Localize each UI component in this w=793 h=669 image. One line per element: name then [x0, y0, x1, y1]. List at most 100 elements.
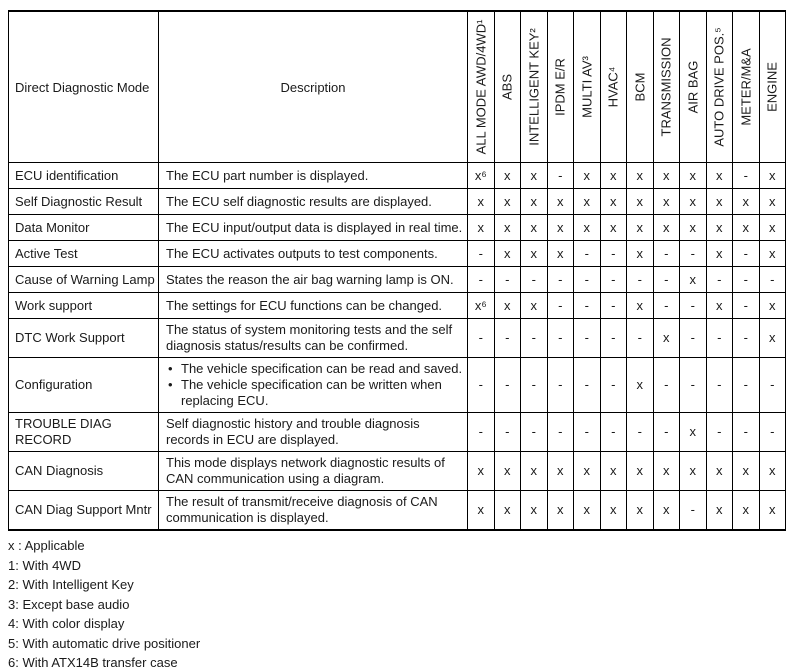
applicability-cell: x — [732, 490, 760, 531]
column-header-label: BCM — [632, 72, 648, 102]
applicability-cell: - — [573, 412, 601, 452]
description-text: The ECU self diagnostic results are disp… — [166, 193, 432, 209]
applicability-cell: x⁶ — [467, 292, 495, 319]
applicability-cell: x — [573, 162, 601, 189]
footnote: 1: With 4WD — [8, 557, 81, 573]
applicability-cell: x — [732, 214, 760, 241]
applicability-cell: - — [732, 240, 760, 267]
mode-cell: Cause of Warning Lamp — [8, 266, 159, 293]
column-header-engine: ENGINE — [758, 10, 786, 163]
applicability-cell: x — [705, 451, 733, 491]
applicability-cell: - — [546, 318, 574, 358]
column-header-direct-diagnostic-mode: Direct Diagnostic Mode — [8, 10, 159, 163]
applicability-cell: x — [467, 188, 495, 215]
description-cell: States the reason the air bag warning la… — [158, 266, 468, 293]
applicability-cell: - — [732, 162, 760, 189]
applicability-cell: - — [493, 266, 521, 293]
applicability-cell: x — [705, 162, 733, 189]
applicability-cell: - — [599, 292, 627, 319]
column-header-meter-m-a: METER/M&A — [732, 10, 760, 163]
applicability-cell: x — [626, 214, 654, 241]
applicability-cell: x — [546, 490, 574, 531]
applicability-cell: x — [599, 490, 627, 531]
applicability-cell: x — [626, 240, 654, 267]
column-header-abs: ABS — [493, 10, 521, 163]
table-row-dtc-work-support: DTC Work Support The status of system mon… — [8, 318, 786, 358]
applicability-cell: - — [732, 266, 760, 293]
applicability-cell: - — [546, 162, 574, 189]
applicability-cell: x — [679, 412, 707, 452]
column-header-label: MULTI AV³ — [579, 56, 595, 118]
footnote: 2: With Intelligent Key — [8, 577, 134, 592]
applicability-cell: - — [573, 292, 601, 319]
applicability-cell: - — [652, 412, 680, 452]
description-cell: The result of transmit/receive diagnosis… — [158, 490, 468, 531]
applicability-cell: x — [467, 451, 495, 491]
description-cell: The status of system monitoring tests an… — [158, 318, 468, 358]
applicability-cell: x — [599, 162, 627, 189]
mode-cell: Work support — [8, 292, 159, 319]
column-header-hvac: HVAC⁴ — [599, 10, 627, 163]
applicability-cell: - — [626, 412, 654, 452]
column-header-air-bag: AIR BAG — [679, 10, 707, 163]
description-cell: The ECU self diagnostic results are disp… — [158, 188, 468, 215]
table-row-active-test: Active Test The ECU activates outputs to … — [8, 240, 786, 267]
applicability-cell: x — [546, 214, 574, 241]
applicability-cell: - — [520, 357, 548, 413]
mode-cell: Data Monitor — [8, 214, 159, 241]
description-cell: The ECU input/output data is displayed i… — [158, 214, 468, 241]
mode-cell: ECU identification — [8, 162, 159, 189]
description-cell: The settings for ECU functions can be ch… — [158, 292, 468, 319]
description-text: The settings for ECU functions can be ch… — [166, 297, 443, 313]
footnote: x : Applicable — [8, 538, 85, 553]
applicability-cell: - — [758, 412, 786, 452]
applicability-cell: - — [652, 266, 680, 293]
bullet-icon: • — [168, 377, 173, 392]
applicability-cell: - — [626, 318, 654, 358]
applicability-cell: x — [573, 214, 601, 241]
description-text: The ECU activates outputs to test compon… — [166, 245, 438, 261]
applicability-cell: x — [520, 451, 548, 491]
applicability-cell: - — [599, 318, 627, 358]
table-row-self-diagnostic-result: Self Diagnostic Result The ECU self diagn… — [8, 188, 786, 215]
applicability-cell: - — [652, 357, 680, 413]
description-cell: This mode displays network diagnostic re… — [158, 451, 468, 491]
applicability-cell: x — [732, 188, 760, 215]
applicability-cell: x — [493, 188, 521, 215]
applicability-cell: x — [705, 240, 733, 267]
applicability-cell: x — [626, 188, 654, 215]
table-row-work-support: Work support The settings for ECU functio… — [8, 292, 786, 319]
applicability-cell: x — [493, 490, 521, 531]
applicability-cell: x — [758, 490, 786, 531]
column-header-multi-av: MULTI AV³ — [573, 10, 601, 163]
applicability-cell: - — [573, 357, 601, 413]
applicability-cell: - — [705, 357, 733, 413]
applicability-cell: x — [679, 451, 707, 491]
description-cell: • The vehicle specification can be read a… — [158, 357, 468, 413]
applicability-cell: x — [520, 490, 548, 531]
column-header-label: HVAC⁴ — [605, 66, 621, 108]
mode-cell: Configuration — [8, 357, 159, 413]
applicability-cell: - — [546, 266, 574, 293]
description-text: Self diagnostic history and trouble diag… — [166, 416, 420, 447]
applicability-cell: x — [520, 162, 548, 189]
description-text: This mode displays network diagnostic re… — [166, 455, 445, 486]
applicability-cell: - — [758, 357, 786, 413]
applicability-cell: - — [493, 357, 521, 413]
applicability-cell: x — [652, 490, 680, 531]
mode-cell: Active Test — [8, 240, 159, 267]
mode-cell: TROUBLE DIAG RECORD — [8, 412, 159, 452]
applicability-cell: x — [652, 318, 680, 358]
applicability-cell: x — [626, 490, 654, 531]
applicability-cell: - — [679, 318, 707, 358]
column-header-label: METER/M&A — [738, 48, 754, 126]
applicability-cell: x — [732, 451, 760, 491]
applicability-cell: x⁶ — [467, 162, 495, 189]
applicability-cell: - — [732, 318, 760, 358]
column-header-transmission: TRANSMISSION — [652, 10, 680, 163]
footnote: 6: With ATX14B transfer case — [8, 655, 178, 669]
header-row: Direct Diagnostic Mode Description ALL M… — [8, 10, 786, 163]
description-text: States the reason the air bag warning la… — [166, 271, 454, 287]
table-row-cause-of-warning-lamp: Cause of Warning Lamp States the reason t… — [8, 266, 786, 293]
